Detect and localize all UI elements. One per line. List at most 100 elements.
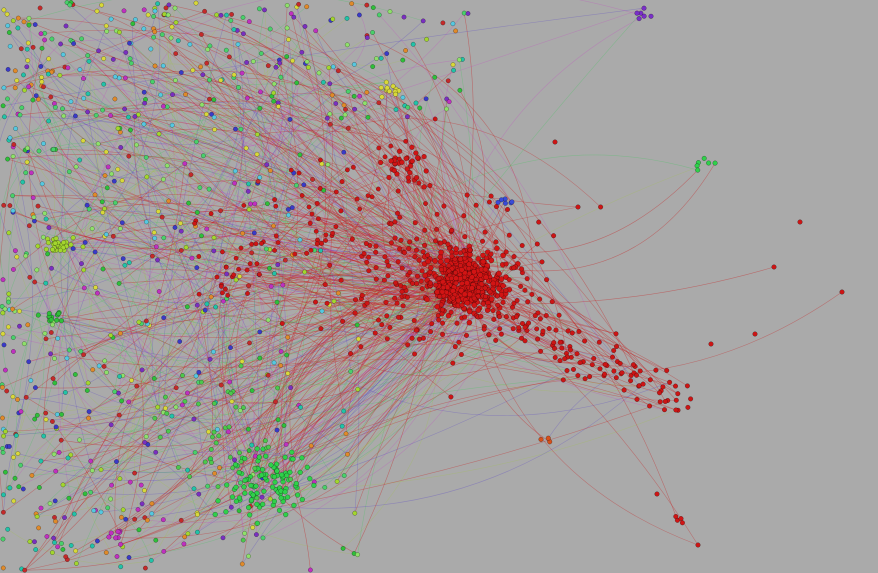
node [272, 479, 278, 485]
node [19, 105, 25, 111]
node [58, 41, 64, 47]
node [148, 46, 154, 52]
node [771, 264, 777, 270]
node [298, 404, 303, 410]
node [392, 235, 398, 241]
node [553, 327, 559, 333]
node [199, 102, 205, 108]
node [454, 320, 460, 326]
edge [264, 9, 440, 284]
edge [82, 61, 99, 247]
node [220, 535, 226, 541]
node [43, 216, 49, 222]
edge [160, 94, 427, 131]
node [407, 239, 413, 245]
node [43, 410, 49, 416]
node [482, 293, 489, 300]
edge [98, 128, 446, 296]
node [429, 321, 435, 327]
edge [40, 287, 479, 462]
edge [280, 77, 461, 289]
edge [187, 89, 388, 394]
edge [3, 87, 202, 383]
edge [165, 251, 223, 398]
node [169, 24, 175, 30]
node [386, 263, 392, 269]
edge [121, 156, 386, 402]
node [2, 469, 8, 475]
node [12, 68, 18, 74]
node [404, 114, 410, 120]
node [218, 208, 223, 214]
node [63, 554, 69, 560]
node [67, 2, 73, 8]
edge [351, 3, 366, 65]
node [239, 561, 245, 567]
node [438, 267, 444, 273]
node [166, 2, 172, 8]
node [24, 159, 30, 165]
node [145, 12, 151, 18]
edge [197, 370, 568, 514]
edge [395, 7, 645, 92]
node [500, 299, 506, 305]
edge [62, 297, 476, 486]
edge [163, 65, 443, 315]
edge [280, 177, 409, 489]
edge [234, 118, 601, 208]
node [30, 44, 36, 50]
node [108, 496, 114, 502]
edge [116, 484, 227, 557]
edge [239, 254, 471, 501]
node [278, 348, 284, 354]
node [35, 203, 41, 209]
edge [128, 155, 274, 227]
edge [45, 285, 249, 420]
node [160, 176, 166, 182]
node [370, 5, 376, 11]
node [0, 310, 6, 316]
edge [347, 286, 494, 455]
node [42, 37, 48, 43]
node [457, 250, 463, 256]
node [292, 251, 298, 257]
node [54, 317, 60, 323]
edge [160, 301, 225, 438]
node [546, 326, 552, 332]
node [529, 291, 535, 297]
edge [379, 14, 512, 203]
node [448, 309, 454, 315]
edge [87, 204, 404, 253]
node [227, 379, 233, 385]
edge [12, 195, 302, 459]
node [488, 251, 494, 257]
node [91, 508, 97, 514]
node [205, 46, 211, 52]
node [34, 514, 40, 520]
node [388, 143, 394, 149]
node [409, 335, 415, 341]
node [102, 206, 107, 212]
edge [416, 13, 642, 284]
node [108, 422, 114, 428]
node [194, 209, 200, 215]
node [678, 516, 684, 522]
node [427, 269, 433, 275]
node [17, 112, 23, 118]
node [0, 536, 6, 542]
edge [252, 375, 605, 475]
node [198, 32, 204, 37]
edge [54, 265, 475, 543]
node [214, 274, 220, 280]
node [423, 96, 429, 102]
edge [75, 128, 236, 179]
edge [197, 269, 486, 533]
node [122, 75, 128, 81]
node [355, 552, 361, 558]
node [43, 280, 49, 286]
edge [32, 210, 407, 291]
node [254, 501, 260, 507]
node [18, 409, 24, 415]
edge [24, 98, 447, 571]
node [253, 241, 259, 247]
